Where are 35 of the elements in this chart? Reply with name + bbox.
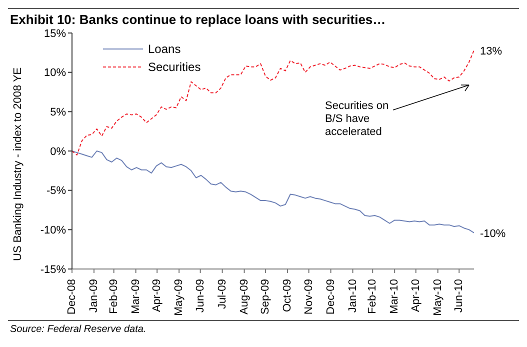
x-tick-label: May-10 — [432, 279, 444, 316]
x-tick-label: Jun-09 — [194, 279, 206, 313]
annotation: -10% — [480, 228, 506, 240]
annotation: Securities on B/S have accelerated — [325, 100, 390, 139]
x-tick-label: Jan-10 — [346, 279, 359, 313]
source-note: Source: Federal Reserve data. — [10, 324, 146, 335]
x-tick-label: Apr-10 — [410, 279, 422, 312]
legend-label: Securities — [148, 60, 201, 74]
x-tick-label: Oct-09 — [282, 279, 294, 312]
y-tick-label: 15% — [44, 28, 66, 40]
x-tick-label: Feb-10 — [366, 279, 379, 314]
x-tick-label: Feb-09 — [108, 279, 120, 314]
x-tick-label: Jun-10 — [453, 279, 466, 313]
y-tick-label: -5% — [46, 185, 66, 198]
y-tick-label: -10% — [40, 224, 66, 237]
annotation: 13% — [480, 45, 502, 58]
x-tick-label: Nov-09 — [302, 279, 315, 314]
x-tick-label: Apr-09 — [151, 279, 164, 312]
x-tick-label: Dec-09 — [324, 279, 337, 314]
line-series — [72, 150, 474, 234]
x-tick-label: Aug-09 — [238, 279, 250, 314]
y-axis-title: US Banking Industry - index to 2008 YE — [12, 67, 24, 261]
x-tick-label: Mar-09 — [130, 279, 142, 314]
chart-title: Exhibit 10: Banks continue to replace loans with securities… — [10, 12, 386, 27]
x-tick-label: Dec-08 — [66, 279, 78, 314]
x-tick-label: Jan-09 — [88, 279, 100, 313]
x-tick-label: May-09 — [173, 279, 186, 316]
legend-label: Loans — [148, 42, 181, 56]
x-tick-label: Mar-10 — [388, 279, 401, 314]
x-tick-label: Jul-09 — [216, 279, 228, 309]
y-tick-label: 10% — [44, 67, 66, 80]
y-tick-label: 0% — [50, 146, 66, 158]
y-tick-label: 5% — [50, 106, 66, 119]
y-tick-label: -15% — [40, 264, 66, 276]
x-tick-label: Sep-09 — [260, 279, 272, 314]
